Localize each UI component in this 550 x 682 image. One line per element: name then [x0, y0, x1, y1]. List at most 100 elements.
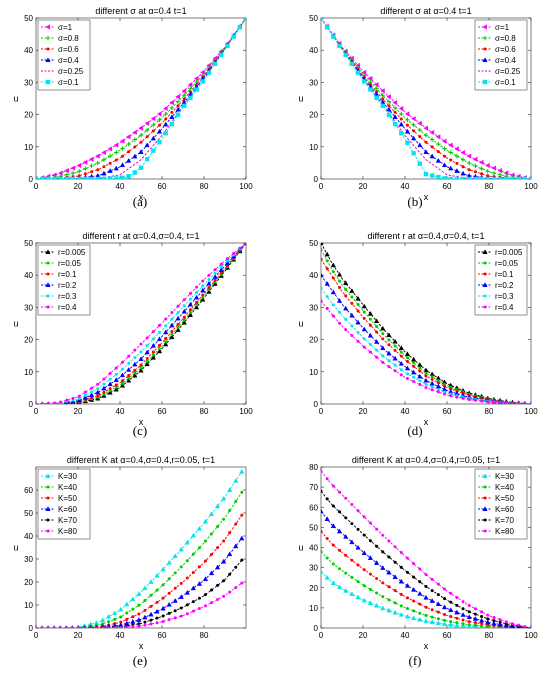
series-marker: [113, 626, 117, 628]
series-marker: [436, 381, 440, 385]
series-marker: [88, 626, 92, 628]
series-marker: [138, 133, 144, 138]
series-marker: [331, 303, 335, 307]
series-marker: [393, 589, 397, 593]
series-marker: [321, 272, 324, 278]
series-marker: [240, 490, 244, 494]
series-marker: [405, 123, 409, 127]
series-marker: [356, 309, 360, 313]
series-marker: [492, 619, 496, 623]
series-marker: [412, 129, 416, 133]
series-marker: [137, 622, 141, 626]
y-tick-label: 20: [309, 584, 318, 593]
series-marker: [131, 607, 135, 611]
subfigure-caption: (a): [133, 194, 147, 209]
series-marker: [89, 176, 94, 179]
series-marker: [120, 381, 124, 385]
series-marker: [145, 359, 149, 363]
series-marker: [228, 531, 232, 535]
legend: K=30 K=40 K=50 K=60 K=70 K=80: [474, 468, 528, 540]
series-marker: [423, 171, 429, 177]
series-marker: [393, 601, 397, 605]
series-marker: [143, 623, 147, 627]
series-marker: [399, 592, 403, 596]
y-tick-label: 10: [309, 368, 318, 377]
series-marker: [191, 609, 195, 613]
series-marker: [523, 625, 527, 628]
series-marker: [411, 586, 417, 592]
legend-entry: r=0.4: [495, 303, 514, 312]
legend-entry: σ=0.6: [58, 45, 79, 54]
series-marker: [393, 110, 397, 114]
y-tick-label: 20: [24, 336, 33, 345]
series-marker: [517, 623, 521, 627]
series-marker: [449, 394, 453, 398]
series-marker: [195, 290, 199, 294]
series-marker: [350, 558, 354, 562]
series-marker: [216, 597, 220, 601]
series-marker: [102, 377, 106, 381]
x-tick-label: 0: [34, 407, 39, 416]
legend-box: [37, 468, 91, 540]
series-marker: [221, 558, 227, 564]
series-marker: [59, 400, 63, 404]
series-marker: [234, 565, 238, 569]
series-marker: [176, 310, 180, 314]
series-marker: [39, 176, 45, 179]
series-marker: [89, 163, 94, 169]
series-marker: [176, 304, 180, 308]
series-marker: [163, 111, 168, 117]
series-marker: [344, 294, 348, 298]
series-marker: [155, 616, 159, 620]
series-marker: [158, 331, 162, 335]
series-marker: [436, 378, 440, 382]
series-marker: [405, 596, 409, 600]
series-marker: [338, 310, 342, 314]
series-group: [36, 468, 245, 628]
series-marker: [362, 310, 366, 314]
series-marker: [529, 402, 531, 404]
series-marker: [83, 393, 87, 397]
series-marker: [349, 61, 355, 66]
series-marker: [228, 509, 232, 513]
series-marker: [169, 334, 175, 340]
y-tick-label: 10: [24, 143, 33, 152]
series-marker: [144, 127, 150, 133]
series-marker: [418, 379, 422, 383]
series-marker: [417, 616, 423, 622]
series-marker: [96, 394, 100, 398]
series-marker: [492, 615, 496, 619]
series-marker: [387, 365, 391, 369]
series-marker: [480, 622, 484, 626]
x-tick-label: 20: [74, 631, 83, 640]
series-marker: [64, 176, 70, 179]
x-tick-label: 20: [359, 407, 368, 416]
series-marker: [417, 161, 423, 166]
y-tick-label: 0: [314, 624, 319, 633]
series-marker: [188, 86, 193, 91]
series-marker: [201, 279, 205, 283]
series-marker: [441, 162, 448, 168]
series-marker: [197, 546, 201, 550]
series-marker: [338, 321, 342, 325]
legend-entry: r=0.05: [58, 259, 81, 268]
series-marker: [399, 373, 403, 377]
series-marker: [96, 168, 100, 172]
series-marker: [424, 371, 428, 375]
series-marker: [331, 504, 335, 508]
series-marker: [119, 138, 125, 144]
series-marker: [331, 314, 335, 318]
series-marker: [167, 618, 171, 622]
series-marker: [410, 116, 416, 122]
series-marker: [436, 387, 440, 391]
series-marker: [239, 535, 245, 541]
series-marker: [191, 570, 195, 574]
series-marker: [187, 82, 193, 88]
x-tick-label: 100: [239, 182, 253, 191]
series-marker: [398, 105, 404, 112]
series-marker: [101, 149, 106, 156]
series-marker: [460, 176, 466, 179]
series-marker: [362, 316, 366, 320]
series-marker: [492, 400, 496, 404]
series-marker: [239, 468, 245, 474]
